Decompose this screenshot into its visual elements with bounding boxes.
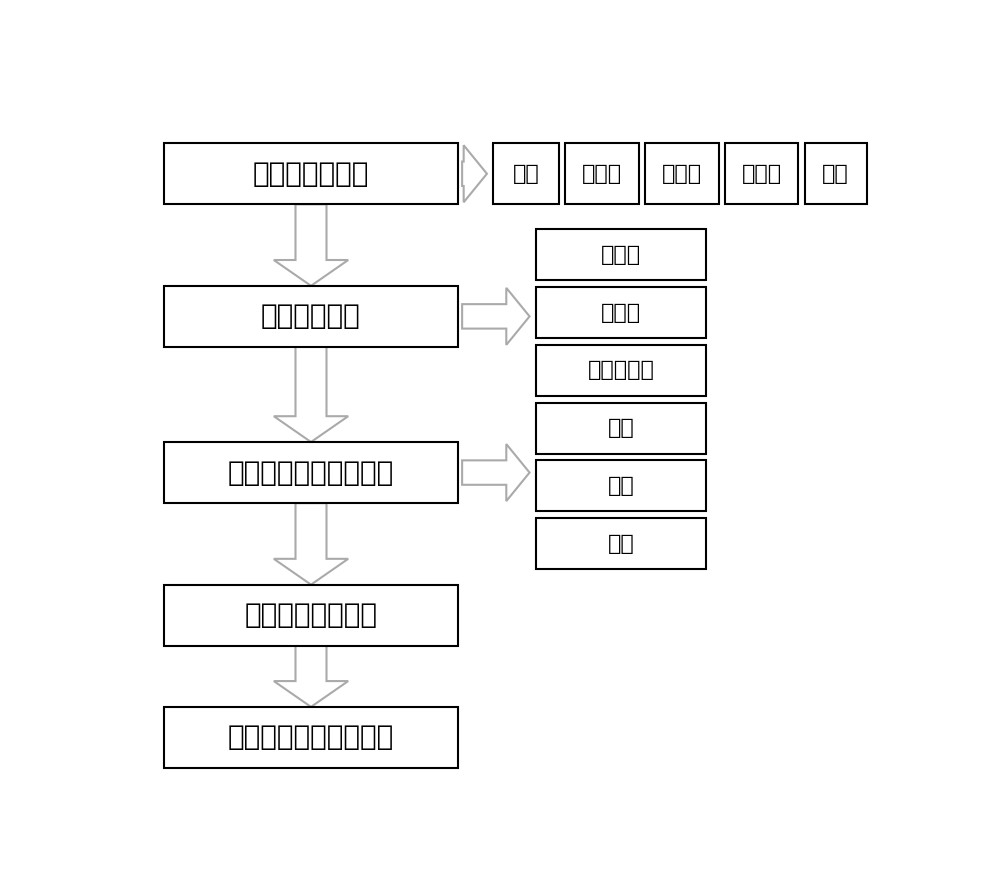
- Text: 数字: 数字: [608, 475, 634, 496]
- Text: 界面布局分析: 界面布局分析: [261, 303, 361, 331]
- Text: 界面图标符号统一: 界面图标符号统一: [244, 602, 378, 629]
- Text: 界面文字字体大小测试: 界面文字字体大小测试: [228, 459, 394, 487]
- Text: 中文: 中文: [608, 418, 634, 438]
- Bar: [536, 229, 706, 280]
- Bar: [536, 518, 706, 569]
- Bar: [725, 143, 798, 205]
- Text: 深灰色: 深灰色: [742, 164, 782, 183]
- Bar: [164, 143, 458, 205]
- Bar: [536, 288, 706, 338]
- Bar: [565, 143, 639, 205]
- Bar: [493, 143, 559, 205]
- Text: 白色: 白色: [513, 164, 539, 183]
- Text: 中灰色: 中灰色: [662, 164, 702, 183]
- Bar: [164, 286, 458, 347]
- Text: 黑色: 黑色: [822, 164, 849, 183]
- Polygon shape: [274, 347, 348, 442]
- Bar: [164, 706, 458, 768]
- Polygon shape: [462, 288, 530, 345]
- Bar: [164, 585, 458, 646]
- Text: 浅灰色: 浅灰色: [582, 164, 622, 183]
- Text: 英文: 英文: [608, 534, 634, 554]
- Bar: [645, 143, 719, 205]
- Text: 菜单栏: 菜单栏: [601, 303, 641, 323]
- Bar: [164, 442, 458, 503]
- Bar: [536, 345, 706, 396]
- Polygon shape: [462, 146, 487, 202]
- Polygon shape: [274, 503, 348, 585]
- Text: 状态栏: 状态栏: [601, 245, 641, 265]
- Polygon shape: [274, 646, 348, 706]
- Bar: [536, 460, 706, 512]
- Polygon shape: [462, 444, 530, 501]
- Text: 功能显示区: 功能显示区: [588, 361, 654, 380]
- Text: 界面整体效果人机评估: 界面整体效果人机评估: [228, 723, 394, 751]
- Polygon shape: [274, 205, 348, 286]
- Text: 确定界面背景色: 确定界面背景色: [253, 160, 369, 188]
- Bar: [536, 402, 706, 453]
- Bar: [805, 143, 867, 205]
